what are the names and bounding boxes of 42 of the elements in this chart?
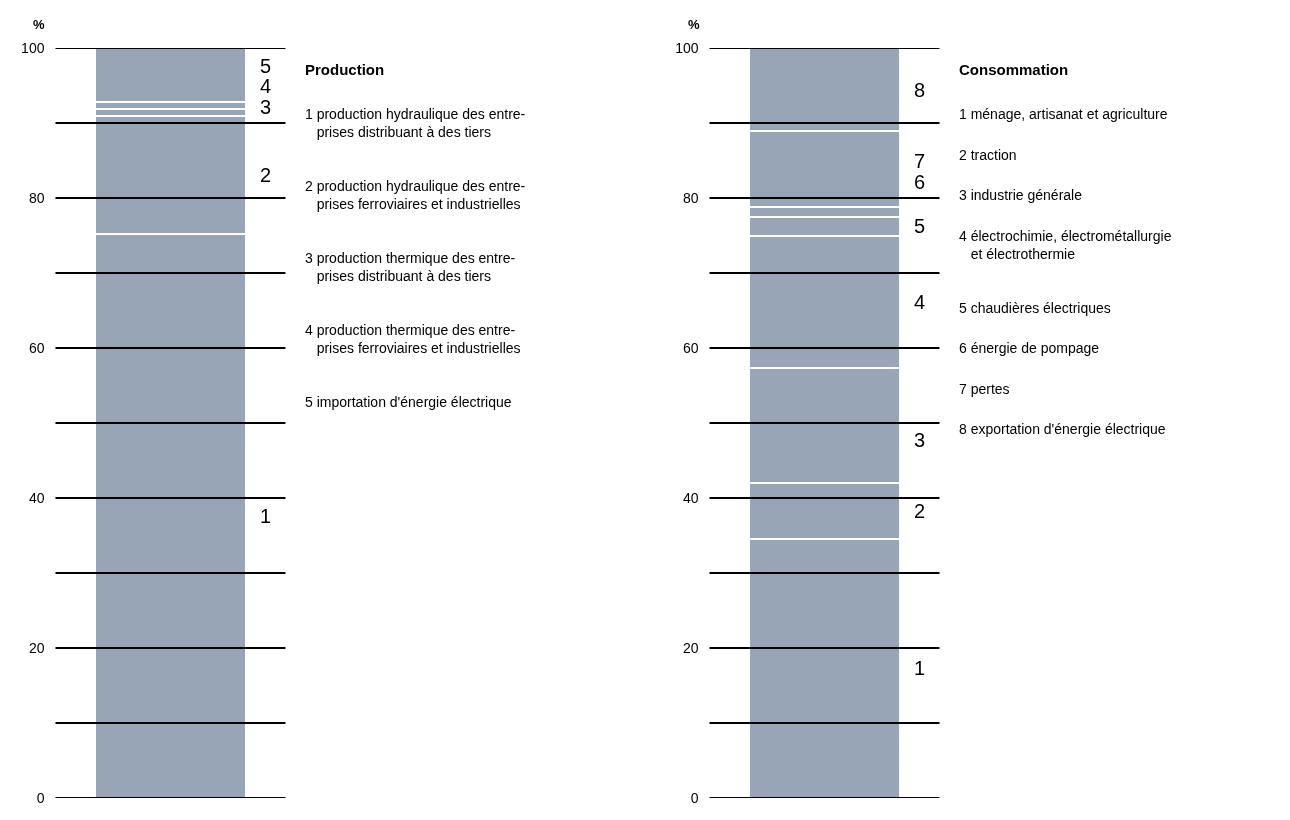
series-label: 3	[914, 429, 926, 451]
text: 6 énergie de pompage	[959, 340, 1100, 356]
series-label: 5	[914, 215, 926, 237]
text: 3 industrie générale	[959, 187, 1083, 203]
series-label: 4	[260, 75, 272, 97]
y-tick-label: 100	[21, 39, 45, 56]
y-tick-label: 60	[682, 339, 699, 356]
y-tick-label: 60	[28, 339, 45, 356]
series-label: 6	[914, 171, 926, 193]
text: 2 production hydraulique des entre- prises ferroviaires et industrielles	[305, 178, 526, 213]
series-label: 2	[260, 164, 272, 186]
y-tick-label: 40	[28, 489, 45, 506]
legend-title: Production	[305, 61, 385, 78]
series-label: 3	[260, 96, 272, 118]
text: 1 production hydraulique des entre- prises distribuant à des tiers	[305, 106, 526, 141]
y-tick-label: 80	[28, 189, 45, 206]
y-tick-label: 80	[682, 189, 699, 206]
y-tick-label: 100	[675, 39, 699, 56]
y-tick-label: 40	[682, 489, 699, 506]
series-label: 5	[260, 55, 272, 77]
y-axis-title: %	[33, 17, 45, 32]
text: 4 production thermique des entre- prises ferroviaires et industrielles	[305, 322, 521, 357]
text: 2 traction	[959, 147, 1017, 163]
series-label: 7	[914, 150, 926, 172]
y-tick-label: 0	[36, 789, 45, 806]
legend-title: Consommation	[959, 61, 1069, 78]
text: 3 production thermique des entre- prises distribuant à des tiers	[305, 250, 516, 285]
series-label: 2	[914, 500, 926, 522]
series-label: 1	[914, 657, 926, 679]
text: 7 pertes	[959, 381, 1010, 397]
y-tick-label: 20	[682, 639, 699, 656]
series-label: 4	[914, 291, 926, 313]
series-label: 8	[914, 79, 926, 101]
y-axis-title: %	[688, 17, 700, 32]
y-tick-label: 0	[690, 789, 699, 806]
series-label: 1	[260, 505, 272, 527]
text: 5 importation d'énergie électrique	[305, 394, 512, 410]
text: 1 ménage, artisanat et agriculture	[959, 106, 1168, 122]
text: 4 électrochimie, électrométallurgie et électrothermie	[959, 228, 1172, 263]
y-tick-label: 20	[28, 639, 45, 656]
text: 8 exportation d'énergie électrique	[959, 421, 1166, 437]
text: 5 chaudières électriques	[959, 300, 1111, 316]
